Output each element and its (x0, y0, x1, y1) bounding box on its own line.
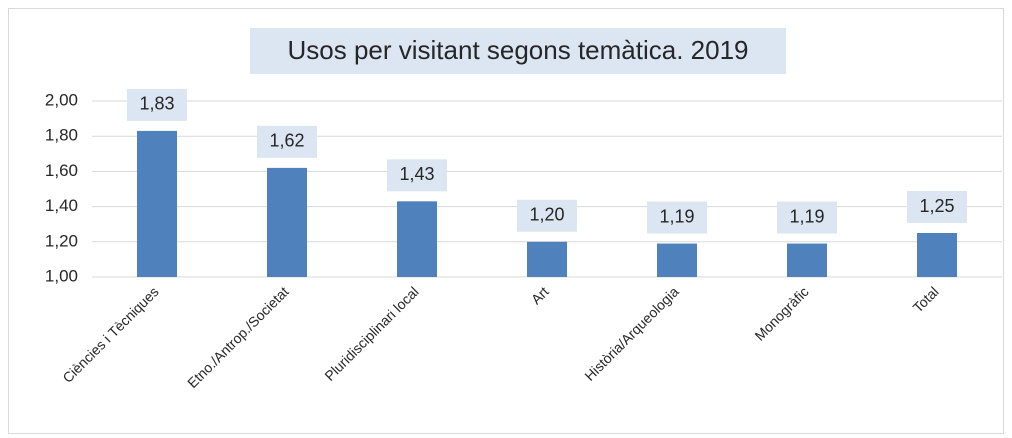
y-tick-label: 1,40 (45, 196, 78, 215)
value-label: 1,62 (269, 131, 304, 151)
y-tick-label: 2,00 (45, 90, 78, 109)
value-label: 1,20 (529, 205, 564, 225)
bar (527, 241, 567, 277)
bar (657, 243, 697, 277)
value-label-box (777, 201, 837, 234)
value-label: 1,83 (139, 94, 174, 114)
y-tick-label: 1,20 (45, 231, 78, 250)
value-label-box (387, 159, 447, 192)
value-label-box (907, 191, 967, 223)
value-label-box (647, 201, 707, 234)
y-tick-label: 1,00 (45, 266, 78, 285)
y-tick-label: 1,80 (45, 126, 78, 145)
title-box (250, 28, 786, 74)
value-label-box (517, 199, 577, 232)
value-label: 1,43 (399, 164, 434, 184)
bar (917, 233, 957, 277)
bar (397, 201, 437, 277)
value-label-box (127, 88, 187, 121)
chart-title: Usos per visitant segons temàtica. 2019 (287, 35, 748, 65)
value-label: 1,19 (659, 206, 694, 226)
y-tick-label: 1,60 (45, 161, 78, 180)
value-label: 1,25 (919, 196, 954, 216)
value-label: 1,19 (789, 206, 824, 226)
value-label-box (257, 125, 317, 158)
bar (787, 243, 827, 277)
bar (137, 130, 177, 277)
bar (267, 167, 307, 277)
